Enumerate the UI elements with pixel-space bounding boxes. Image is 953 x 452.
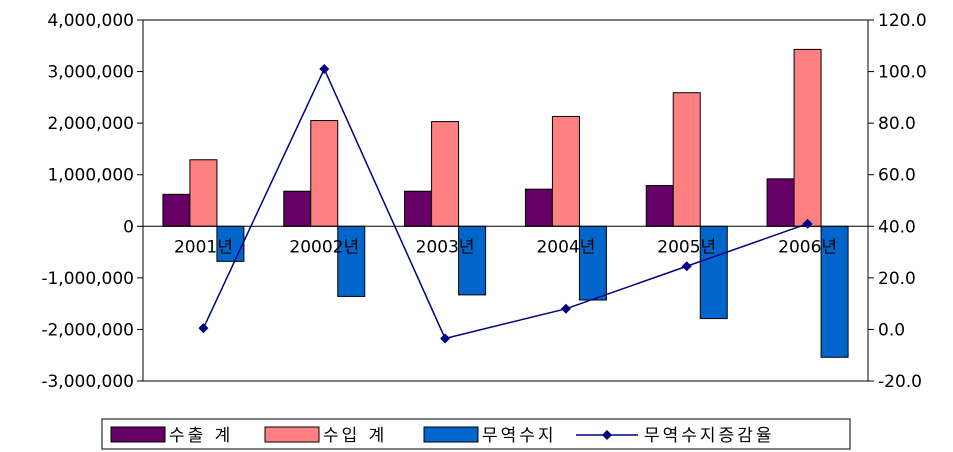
legend-swatch-import (264, 426, 320, 443)
rate-point (440, 333, 451, 344)
category-label: 2006년 (778, 237, 837, 257)
legend-label-export: 수출 계 (169, 426, 233, 446)
right-tick-label: -20.0 (878, 372, 922, 392)
right-tick-label: 20.0 (878, 269, 916, 289)
legend-marker-rate (602, 430, 612, 440)
left-tick-label: 2,000,000 (47, 114, 134, 134)
balance-bar (337, 225, 366, 297)
import-bar (793, 48, 822, 227)
left-tick-label: 3,000,000 (47, 63, 134, 83)
export-bar (645, 185, 674, 227)
legend-label-import: 수입 계 (323, 426, 387, 446)
plot-area (142, 19, 869, 382)
right-tick-label: 60.0 (878, 166, 916, 186)
import-bar (431, 121, 460, 227)
left-tick-label: -1,000,000 (41, 269, 134, 289)
right-tick-label: 80.0 (878, 114, 916, 134)
rate-point (319, 63, 330, 74)
legend-swatch-export (110, 426, 166, 443)
line-series (198, 63, 813, 344)
export-bar (766, 178, 795, 227)
import-bar (310, 120, 339, 227)
legend-swatch-balance (423, 426, 479, 443)
rate-point (802, 218, 813, 229)
category-label: 20002년 (289, 237, 359, 257)
legend-label-rate: 무역수지증감율 (644, 426, 774, 446)
category-label: 2003년 (416, 237, 475, 257)
balance-bar (216, 225, 245, 262)
bar-series (162, 48, 849, 358)
rate-line (202, 67, 808, 340)
balance-bar (458, 225, 487, 296)
category-label: 2005년 (657, 237, 716, 257)
right-tick-label: 100.0 (878, 63, 927, 83)
rate-point (560, 303, 571, 314)
import-bar (189, 159, 218, 227)
rate-point (681, 261, 692, 272)
left-tick-label: -3,000,000 (41, 372, 134, 392)
balance-bar (699, 225, 728, 320)
left-tick-label: 0 (123, 217, 134, 237)
category-labels: 2001년 20002년 2003년 2004년 2005년 2006년 (174, 237, 837, 257)
category-label: 2001년 (174, 237, 233, 257)
legend-label-balance: 무역수지 (482, 426, 557, 446)
balance-bar (578, 225, 607, 301)
left-tick-label: 4,000,000 (47, 11, 134, 31)
left-tick-label: 1,000,000 (47, 166, 134, 186)
left-tick-label: -2,000,000 (41, 320, 134, 340)
right-tick-label: 120.0 (878, 11, 927, 31)
export-bar (524, 188, 553, 227)
import-bar (551, 115, 580, 227)
left-axis: -3,000,000 -2,000,000 -1,000,000 0 1,000,000… (41, 11, 143, 392)
right-tick-label: 0.0 (878, 320, 905, 340)
right-axis: -20.0 0.0 20.0 40.0 60.0 80.0 100.0 120.0 (868, 11, 927, 392)
legend: 수출 계 수입 계 무역수지 무역수지증감율 (101, 418, 851, 450)
import-bar (672, 92, 701, 227)
right-tick-label: 40.0 (878, 217, 916, 237)
export-bar (404, 190, 433, 227)
category-label: 2004년 (536, 237, 595, 257)
rate-point (198, 323, 209, 334)
export-bar (283, 190, 312, 227)
export-bar (162, 193, 191, 227)
